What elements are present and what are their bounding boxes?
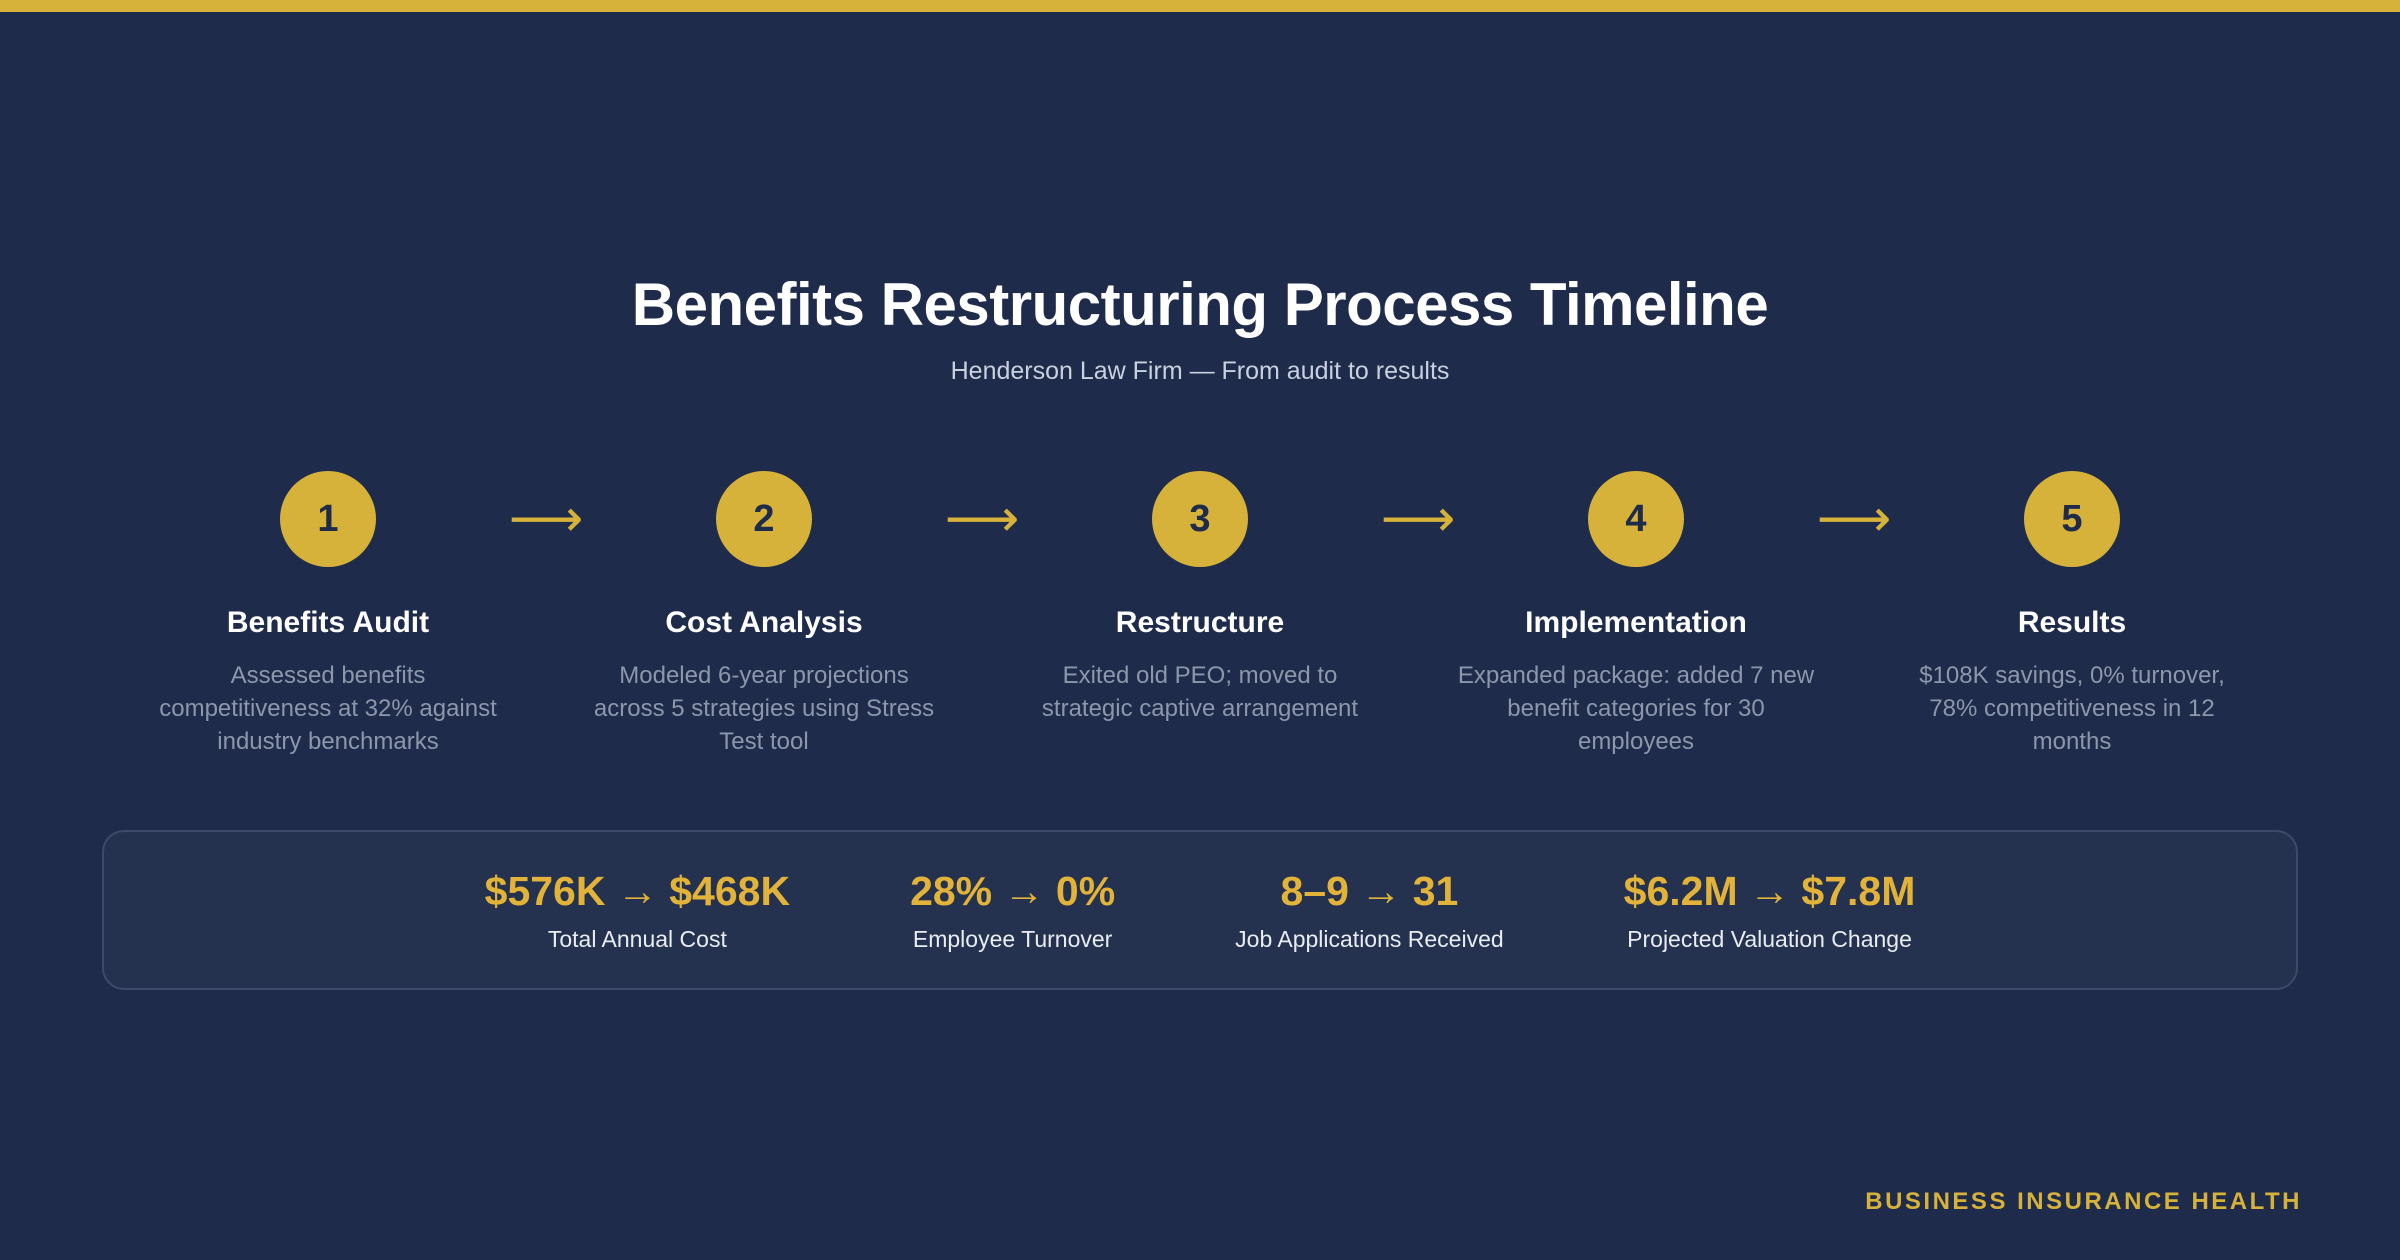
step-5-title: Results [2017,606,2127,639]
infographic-page: Benefits Restructuring Process Timeline … [0,0,2400,1215]
timeline: 1 Benefits Audit Assessed benefits compe… [0,471,2400,758]
metric-value: $576K → $468K [484,868,791,914]
top-accent-bar [0,0,2400,12]
metric-value: $6.2M → $7.8M [1623,868,1916,914]
metric-total-annual-cost: $576K → $468K Total Annual Cost [485,867,790,953]
metric-value: 8–9 → 31 [1280,868,1459,914]
step-4-description: Expanded package: added 7 new benefit ca… [1457,662,1815,755]
step-3-title: Restructure [1115,606,1285,639]
metric-employee-turnover: 28% → 0% Employee Turnover [910,867,1115,953]
arrow-right-icon: ⟶ [944,489,1020,549]
step-4-number-badge: 4 [1588,471,1684,567]
arrow-right-icon: ⟶ [508,489,584,549]
metric-label: Total Annual Cost [547,926,727,952]
metrics-panel: $576K → $468K Total Annual Cost 28% → 0%… [102,830,2298,990]
metric-label: Job Applications Received [1235,926,1504,952]
metric-job-applications: 8–9 → 31 Job Applications Received [1235,867,1504,953]
page-title: Benefits Restructuring Process Timeline [631,271,1769,338]
step-1-title: Benefits Audit [226,606,430,639]
step-5-description: $108K savings, 0% turnover, 78% competit… [1919,662,2225,755]
header: Benefits Restructuring Process Timeline … [0,12,2400,386]
step-1-description: Assessed benefits competitiveness at 32%… [159,662,497,755]
step-2-title: Cost Analysis [665,606,863,639]
timeline-step-5: 5 Results $108K savings, 0% turnover, 78… [1882,471,2262,758]
arrow-right-icon: ⟶ [1816,489,1892,549]
page-subtitle: Henderson Law Firm — From audit to resul… [950,357,1450,385]
step-2-number-badge: 2 [716,471,812,567]
step-2-description: Modeled 6-year projections across 5 stra… [593,662,935,755]
metric-label: Projected Valuation Change [1627,926,1912,952]
metric-label: Employee Turnover [912,926,1113,952]
timeline-step-1: 1 Benefits Audit Assessed benefits compe… [138,471,518,758]
metric-projected-valuation: $6.2M → $7.8M Projected Valuation Change [1624,867,1916,953]
step-3-number-badge: 3 [1152,471,1248,567]
step-3-description: Exited old PEO; moved to strategic capti… [1041,662,1359,722]
timeline-step-3: 3 Restructure Exited old PEO; moved to s… [1010,471,1390,725]
step-1-number-badge: 1 [280,471,376,567]
step-4-title: Implementation [1525,606,1747,639]
step-5-number-badge: 5 [2024,471,2120,567]
arrow-right-icon: ⟶ [1380,489,1456,549]
timeline-step-4: 4 Implementation Expanded package: added… [1446,471,1826,758]
brand-footer: BUSINESS INSURANCE HEALTH [1865,1188,2302,1215]
timeline-step-2: 2 Cost Analysis Modeled 6-year projectio… [574,471,954,758]
metric-value: 28% → 0% [910,868,1116,914]
